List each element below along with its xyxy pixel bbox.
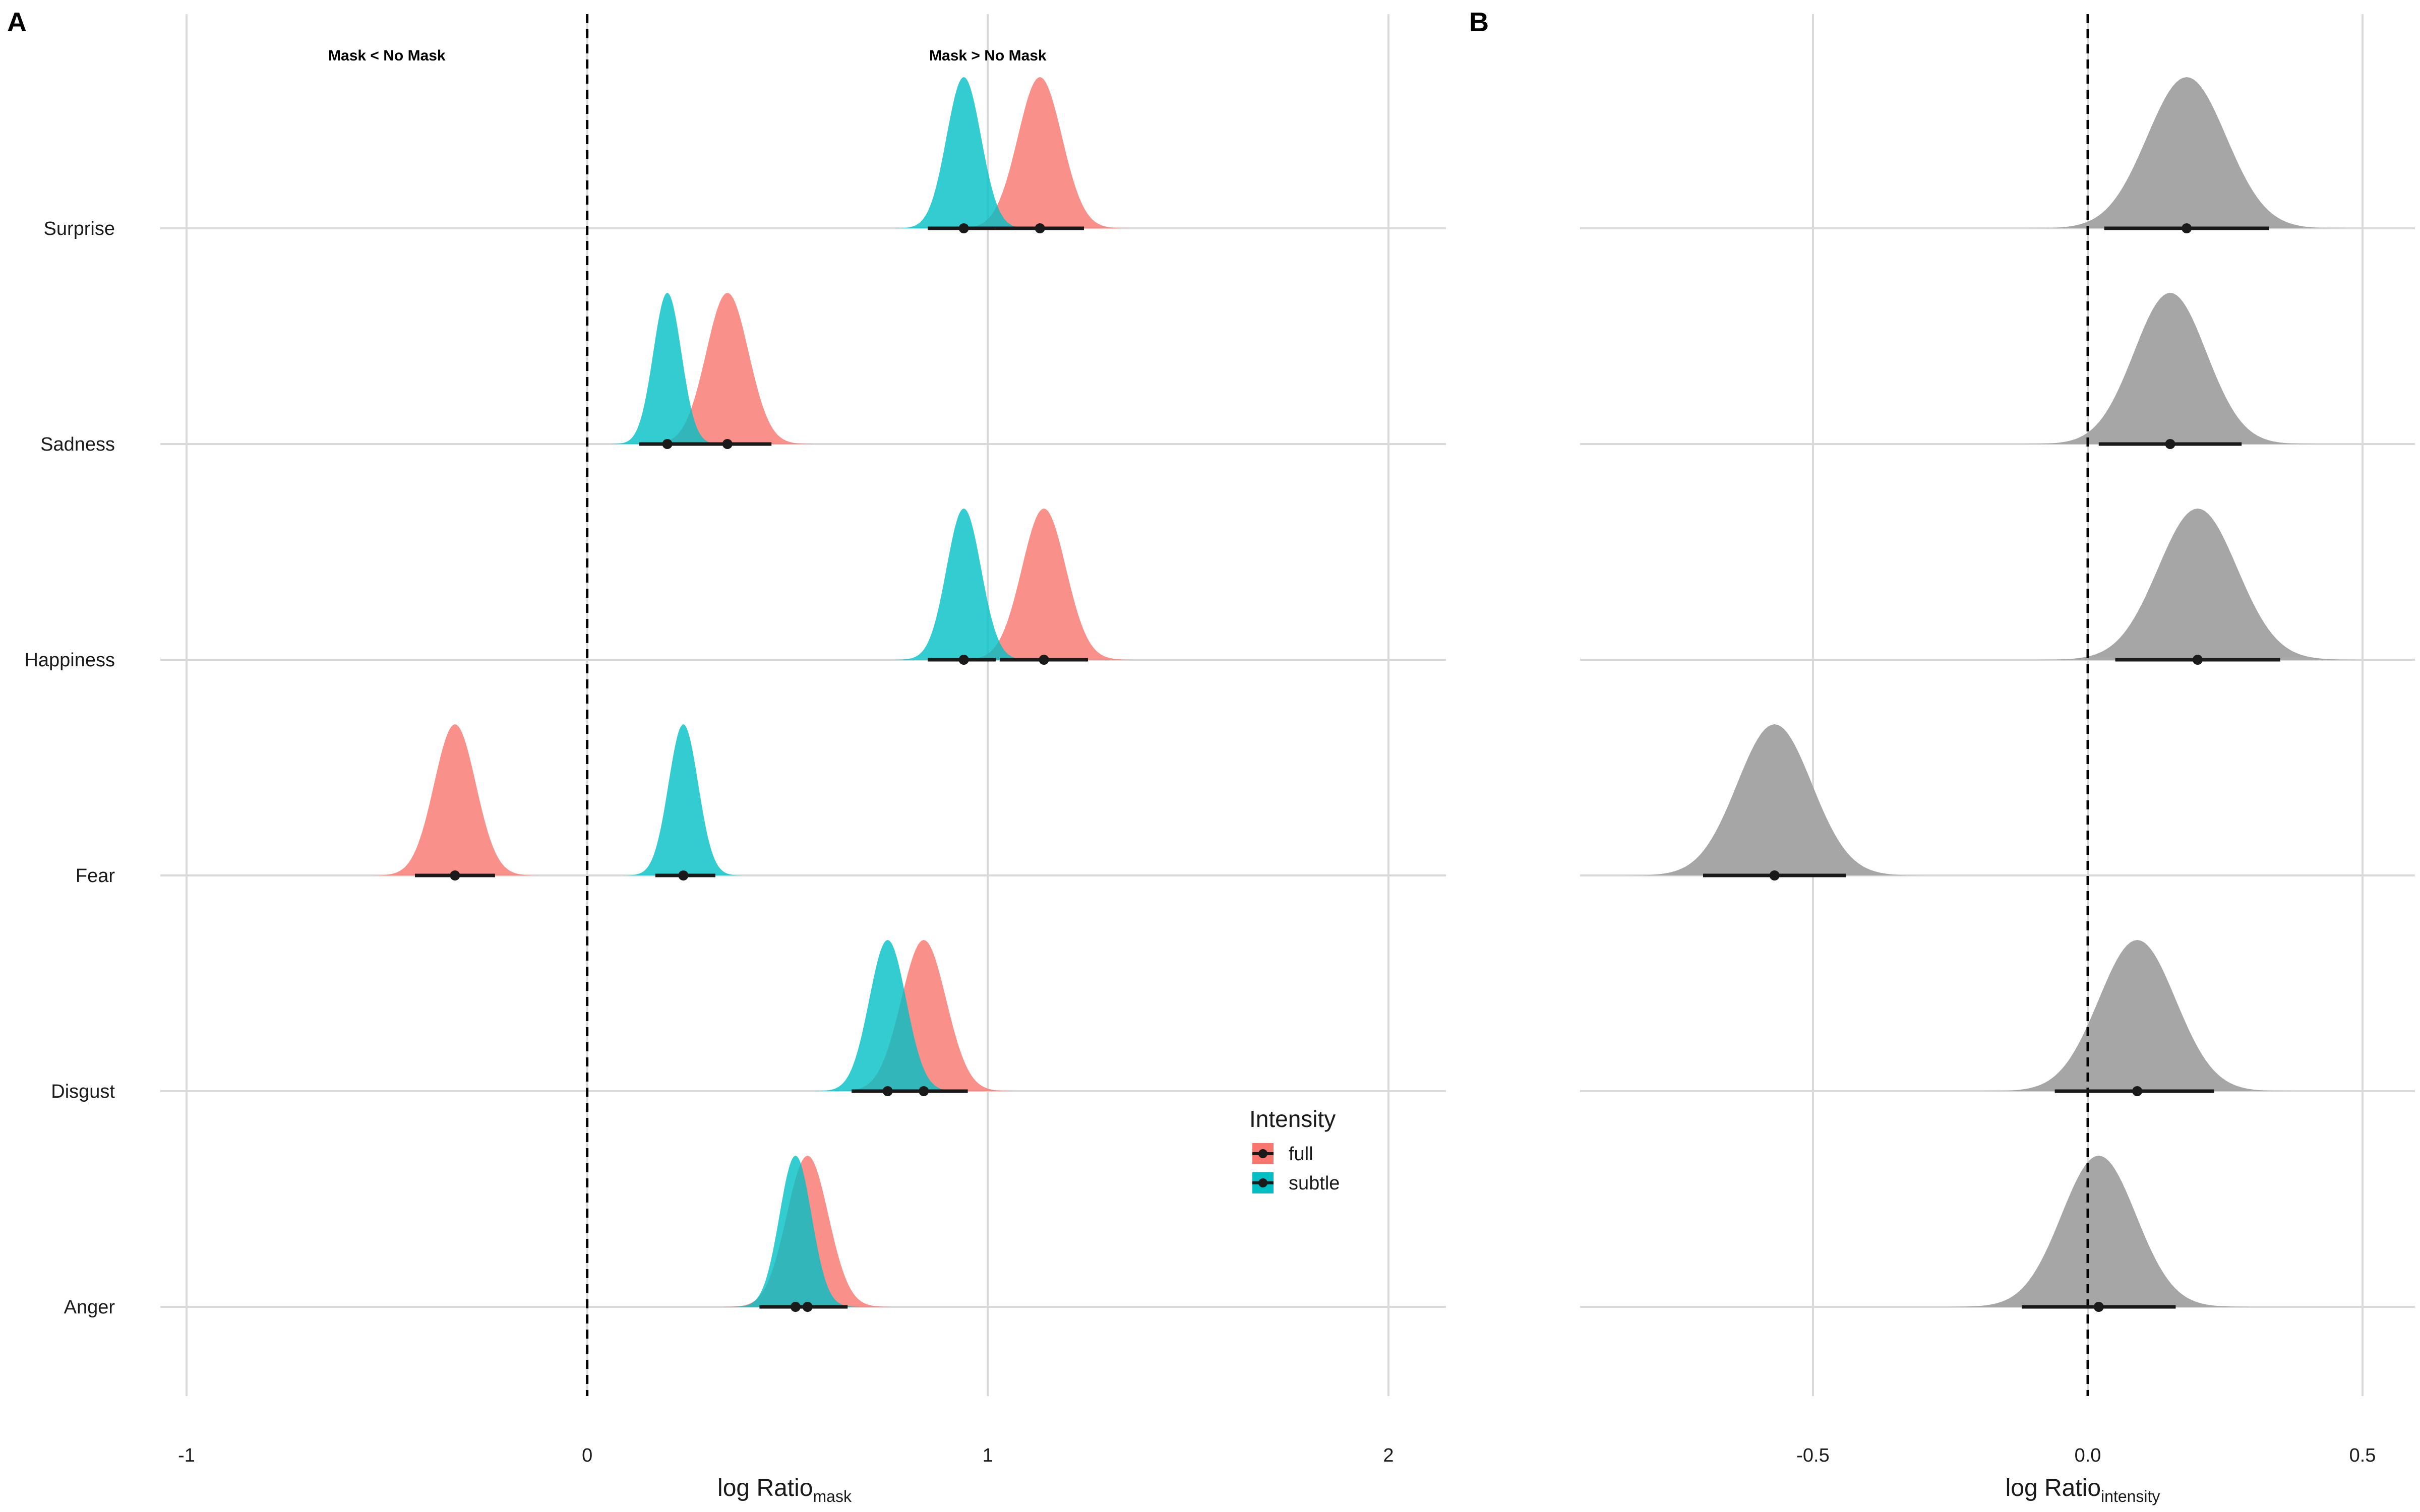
point-estimate-fear bbox=[1769, 870, 1780, 880]
panel-b-x-ticks: -0.5 0.0 0.5 bbox=[1796, 1445, 2376, 1466]
density-subtle-fear bbox=[624, 724, 743, 875]
density-subtle-anger bbox=[731, 1156, 860, 1307]
density-subtle-happiness bbox=[895, 509, 1033, 660]
point-estimate-happiness bbox=[2193, 655, 2203, 665]
panel-b-ridges bbox=[1625, 77, 2356, 1307]
panel-b-grid bbox=[1580, 14, 2415, 1396]
panel-a-tick-label: 1 bbox=[983, 1445, 993, 1466]
point-estimate-surprise bbox=[2182, 223, 2192, 233]
panel-b-x-label-sub: intensity bbox=[2101, 1487, 2160, 1505]
panel-b-x-label-main: log Ratio bbox=[2006, 1475, 2101, 1501]
density-subtle-disgust bbox=[814, 940, 961, 1091]
point-estimate-subtle-surprise bbox=[958, 223, 969, 233]
point-estimate-full-fear bbox=[450, 870, 460, 880]
density-full-fear bbox=[372, 724, 538, 875]
density-full-surprise bbox=[951, 77, 1128, 228]
density-surprise bbox=[2028, 77, 2345, 228]
point-estimate-full-sadness bbox=[722, 439, 733, 449]
point-estimate-full-happiness bbox=[1039, 655, 1049, 665]
legend-label-subtle: subtle bbox=[1289, 1173, 1340, 1194]
density-happiness bbox=[2039, 509, 2356, 660]
point-estimate-subtle-fear bbox=[678, 870, 689, 880]
y-label-disgust: Disgust bbox=[51, 1081, 115, 1102]
panel-a-tick-label: 0 bbox=[582, 1445, 592, 1466]
panel-a-tick-label: -1 bbox=[178, 1445, 195, 1466]
point-estimate-subtle-anger bbox=[790, 1302, 801, 1312]
panel-a-x-ticks: -1 0 1 2 bbox=[178, 1445, 1394, 1466]
point-estimate-subtle-happiness bbox=[958, 655, 969, 665]
legend-label-full: full bbox=[1289, 1144, 1313, 1165]
y-label-sadness: Sadness bbox=[40, 434, 115, 455]
density-sadness bbox=[2025, 293, 2316, 444]
legend: Intensity full subtle bbox=[1249, 1106, 1340, 1194]
y-label-fear: Fear bbox=[76, 865, 115, 887]
panel-b-x-axis-label: log Ratiointensity bbox=[2006, 1475, 2160, 1505]
legend-key-subtle-point bbox=[1258, 1178, 1267, 1187]
point-estimate-subtle-disgust bbox=[882, 1086, 893, 1096]
density-full-disgust bbox=[834, 940, 1014, 1091]
panel-a-x-axis-label: log Ratiomask bbox=[717, 1475, 852, 1505]
point-estimate-subtle-sadness bbox=[662, 439, 673, 449]
panel-a-x-label-sub: mask bbox=[813, 1487, 852, 1505]
panel-b-tick-label: 0.0 bbox=[2075, 1445, 2101, 1466]
point-estimate-full-surprise bbox=[1035, 223, 1045, 233]
annotation-mask-greater: Mask > No Mask bbox=[929, 47, 1047, 64]
density-fear bbox=[1625, 724, 1924, 875]
density-disgust bbox=[1983, 940, 2291, 1091]
panel-b: B -0.5 0.0 0.5 log Ratiointensity bbox=[1469, 7, 2415, 1505]
panel-b-tag: B bbox=[1469, 7, 1489, 37]
annotation-mask-less: Mask < No Mask bbox=[328, 47, 446, 64]
point-estimate-anger bbox=[2093, 1302, 2104, 1312]
point-estimate-disgust bbox=[2132, 1086, 2143, 1096]
density-full-sadness bbox=[642, 293, 813, 444]
panel-b-point-intervals bbox=[1703, 223, 2280, 1312]
y-label-surprise: Surprise bbox=[44, 218, 115, 239]
y-label-anger: Anger bbox=[64, 1297, 115, 1318]
panel-a-point-intervals bbox=[414, 223, 1088, 1312]
density-subtle-sadness bbox=[611, 293, 723, 444]
panel-a-tag: A bbox=[7, 7, 27, 37]
point-estimate-sadness bbox=[2165, 439, 2175, 449]
panel-a-ridges bbox=[372, 77, 1132, 1307]
panel-a-x-label-main: log Ratio bbox=[717, 1475, 813, 1501]
panel-a: A -1 0 1 2 Anger Disgust Fear Happiness Sadness… bbox=[7, 7, 1446, 1505]
legend-key-full-point bbox=[1258, 1149, 1267, 1158]
legend-title: Intensity bbox=[1249, 1106, 1336, 1132]
y-label-happiness: Happiness bbox=[24, 650, 115, 671]
panel-a-tick-label: 2 bbox=[1383, 1445, 1394, 1466]
density-anger bbox=[1949, 1156, 2249, 1307]
density-subtle-surprise bbox=[895, 77, 1033, 228]
panel-b-tick-label: 0.5 bbox=[2349, 1445, 2376, 1466]
density-full-happiness bbox=[955, 509, 1132, 660]
panel-b-tick-label: -0.5 bbox=[1796, 1445, 1829, 1466]
panel-a-y-labels: Anger Disgust Fear Happiness Sadness Surprise bbox=[24, 218, 115, 1318]
